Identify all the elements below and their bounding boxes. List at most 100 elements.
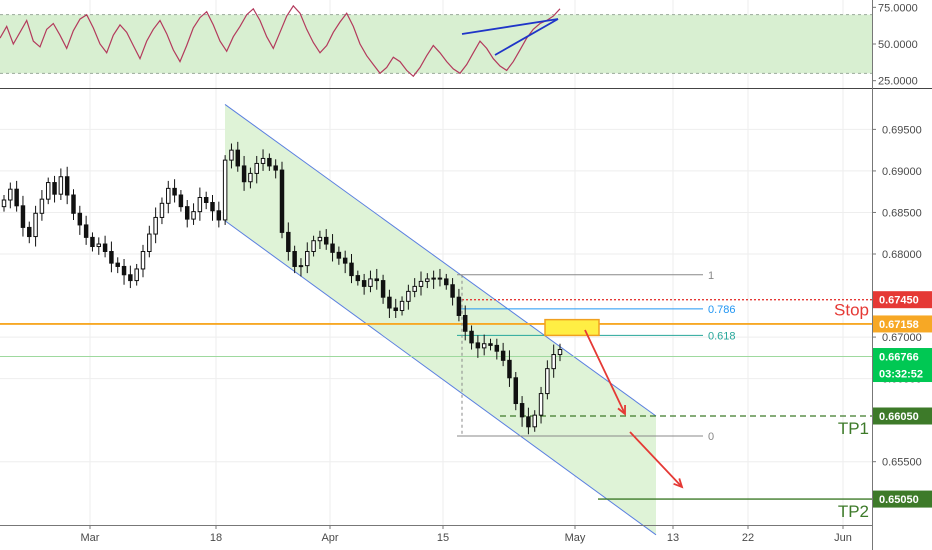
price-panel: 1 0.786 0.618 0 Stop TP1 TP2 (0, 104, 872, 536)
x-tick-label[interactable]: Apr (321, 532, 338, 544)
candle-body (551, 354, 556, 370)
entry-zone-rectangle[interactable] (544, 318, 600, 337)
candle-body (273, 165, 278, 171)
candle-body (52, 182, 57, 195)
candle-body (380, 280, 386, 298)
candle-body (374, 278, 380, 282)
candle-body (481, 343, 487, 349)
candle-body (450, 284, 455, 298)
time-x-axis[interactable]: Mar 18 Apr 15 May 13 22 Jun (81, 525, 852, 544)
candle-body (248, 172, 253, 183)
candle-body (121, 265, 127, 276)
projection-arrow-shaft[interactable] (584, 329, 626, 415)
candle-body (526, 416, 531, 428)
projection-arrow-shaft[interactable] (629, 431, 683, 488)
candle-body (58, 176, 64, 195)
rsi-divergence-line-lower[interactable] (494, 18, 559, 56)
candle-body (557, 349, 563, 356)
candle-body (545, 368, 550, 395)
candle-body (64, 176, 70, 196)
horizontal-levels (0, 299, 872, 500)
candle-body (254, 162, 259, 174)
fib-level-label: 1 (708, 270, 714, 282)
x-tick-label[interactable]: Jun (834, 532, 852, 544)
projection-arrow-head[interactable] (673, 478, 684, 489)
candle-body (355, 275, 361, 282)
level-label-tp1: TP1 (838, 419, 869, 438)
rsi-tick-label: 50.0000 (878, 39, 918, 51)
price-tick-label[interactable]: 0.65500 (882, 457, 922, 469)
price-badge-text: 0.66050 (879, 411, 919, 423)
candle-body (115, 262, 120, 267)
projection-arrows[interactable] (584, 329, 684, 489)
candle-body (437, 277, 443, 280)
price-tick-label[interactable]: 0.69500 (882, 124, 922, 136)
x-tick-label[interactable]: 13 (667, 532, 679, 544)
price-badge-text: 0.67158 (879, 319, 919, 331)
rsi-tick-label: 75.0000 (878, 2, 918, 14)
price-badge (873, 291, 932, 309)
candle-body (241, 165, 247, 183)
candle-body (286, 231, 291, 253)
candle-body (292, 251, 297, 267)
candle-body (229, 149, 234, 161)
candle-body (90, 236, 95, 248)
fib-level-label: 0.618 (708, 330, 736, 342)
fib-level-label: 0.786 (708, 304, 736, 316)
candle-body (330, 243, 335, 253)
candle-body (393, 307, 398, 311)
candle-body (469, 330, 474, 344)
countdown-timer: 03:32:52 (879, 369, 923, 381)
price-badge (873, 315, 932, 333)
price-tick-label[interactable]: 0.69000 (882, 166, 922, 178)
channel-lower-line[interactable] (224, 220, 657, 536)
level-label-tp2: TP2 (838, 502, 869, 521)
x-tick-label[interactable]: 18 (210, 532, 222, 544)
candle-body (191, 211, 196, 220)
candle-body (109, 251, 114, 264)
candle-body (71, 194, 76, 214)
price-tick-label[interactable]: 0.67000 (882, 332, 922, 344)
level-label-stop: Stop (834, 301, 869, 320)
x-tick-label[interactable]: 22 (742, 532, 754, 544)
price-badge-text: 0.65050 (879, 494, 919, 506)
candle-body (260, 157, 266, 164)
x-tick-label[interactable]: Mar (81, 532, 100, 544)
candle-body (153, 216, 158, 235)
candle-body (102, 243, 108, 253)
candle-body (399, 300, 405, 311)
candle-body (475, 342, 481, 349)
candle-body (216, 210, 222, 221)
candle-body (210, 201, 215, 212)
candle-body (323, 236, 329, 245)
x-tick-label[interactable]: 15 (437, 532, 449, 544)
candle-body (406, 290, 411, 302)
price-y-axis[interactable]: 0.695000.690000.685000.680000.670000.665… (872, 124, 922, 469)
rsi-y-axis: 75.0000 50.0000 25.0000 (872, 2, 918, 88)
candle-body (27, 226, 32, 238)
candle-body (336, 251, 342, 259)
price-badge (873, 490, 932, 508)
rsi-overbought-oversold-band (0, 14, 872, 74)
price-tick-label[interactable]: 0.68000 (882, 249, 922, 261)
candle-body (456, 296, 462, 316)
rsi-tick-label: 25.0000 (878, 76, 918, 88)
candle-body (1, 199, 7, 208)
candle-body (159, 202, 165, 218)
candle-body (222, 159, 228, 221)
rsi-panel: 75.0000 50.0000 25.0000 (0, 2, 918, 88)
candle-body (513, 377, 519, 405)
candle-body (500, 350, 506, 361)
rsi-divergence-line-upper[interactable] (461, 18, 559, 35)
candle-body (203, 197, 209, 203)
projection-arrow-head[interactable] (617, 404, 626, 416)
channel-upper-line[interactable] (224, 104, 657, 417)
candle-body (39, 198, 45, 214)
candle-body (488, 343, 493, 346)
x-tick-label[interactable]: May (565, 532, 586, 544)
candle-body (519, 403, 525, 418)
candle-body (140, 251, 146, 270)
price-badge-text: 0.67450 (879, 295, 919, 307)
candle-body (166, 187, 171, 204)
price-tick-label[interactable]: 0.68500 (882, 207, 922, 219)
